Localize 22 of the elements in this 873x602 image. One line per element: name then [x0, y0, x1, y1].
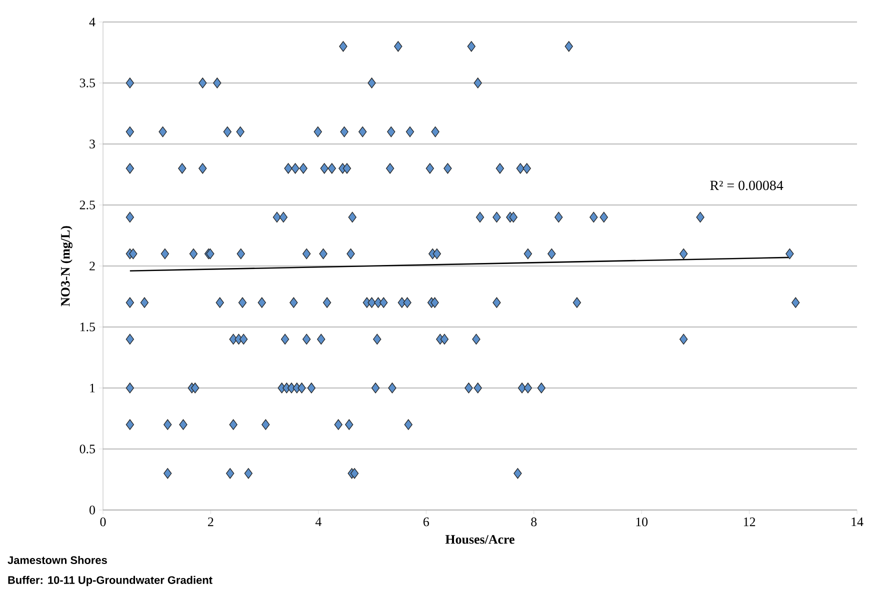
- y-tick-label: 2.5: [80, 200, 95, 210]
- y-tick-label: 3.5: [80, 78, 95, 88]
- x-tick-label: 0: [100, 518, 106, 526]
- annotation: R² = 0.00084: [710, 180, 784, 190]
- y-tick-label: 2: [90, 262, 95, 270]
- x-tick-label: 4: [315, 518, 322, 526]
- y-tick-label: 1.5: [80, 322, 95, 332]
- text: Jamestown Shores: [8, 556, 107, 564]
- x-tick-label: 10: [636, 518, 648, 526]
- x-tick-label: 2: [208, 518, 214, 526]
- x-axis-title: Houses/Acre: [445, 535, 514, 544]
- y-tick-label: 3: [90, 140, 95, 148]
- x-tick-label: 8: [531, 518, 537, 526]
- y-tick-label: 4: [89, 18, 96, 26]
- x-tick-label: 14: [852, 518, 864, 526]
- y-tick-label: 1: [90, 384, 95, 392]
- y-tick-label: 0: [90, 506, 96, 514]
- text: Buffer: 10-11 Up-Groundwater Gradient: [8, 576, 212, 586]
- x-tick-label: 12: [744, 518, 756, 526]
- y-axis-title: NO3-N (mg/L): [60, 226, 72, 306]
- y-tick-label: 0.5: [80, 444, 95, 454]
- x-tick-label: 6: [423, 518, 430, 526]
